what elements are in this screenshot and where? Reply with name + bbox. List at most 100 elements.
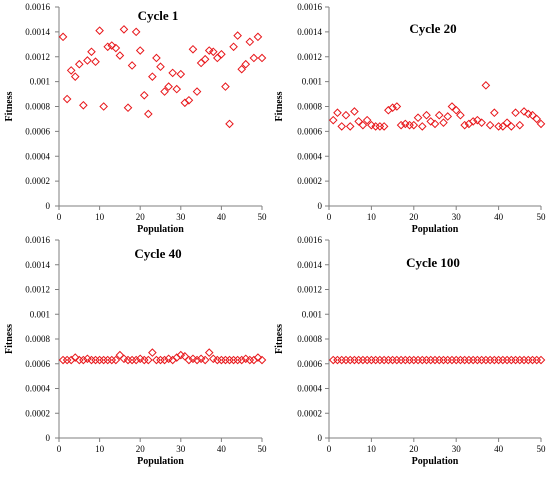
data-point [111,43,121,53]
data-point [379,122,389,131]
data-point [139,90,149,100]
data-point [237,355,247,365]
data-point [536,355,546,365]
data-point [350,107,359,116]
data-point [192,355,202,365]
data-point [528,110,537,120]
data-point [135,354,145,364]
x-tick-label: 10 [95,444,105,454]
y-tick-label: 0.0006 [297,359,322,369]
y-tick-label: 0.0016 [25,2,50,12]
x-tick-label: 30 [452,444,462,454]
data-point [111,355,121,365]
data-point [439,118,448,127]
x-tick-label: 0 [327,444,332,454]
data-point [447,102,457,111]
data-point [473,115,482,125]
data-point [74,59,84,69]
x-tick-label: 0 [327,212,332,222]
data-point [200,355,210,365]
y-tick-label: 0.001 [302,77,322,87]
data-point [164,354,173,364]
data-point [233,355,242,365]
chart-title: Cycle 20 [409,21,456,36]
data-point [79,355,88,365]
data-point [168,68,177,78]
data-point [217,49,226,59]
data-point [536,119,546,129]
data-point [468,117,478,126]
x-tick-label: 30 [176,444,186,454]
chart-title: Cycle 1 [138,8,179,23]
y-tick-label: 0.001 [30,309,50,319]
data-point [103,42,113,52]
data-point [152,355,161,365]
data-point [354,117,363,126]
y-tick-label: 0.0012 [25,285,50,295]
data-point [196,354,206,364]
x-tick-label: 50 [537,212,547,222]
data-point [196,58,206,68]
data-point [241,59,251,69]
x-tick-label: 20 [136,212,146,222]
data-point [127,61,137,70]
data-point [156,62,165,72]
data-point [345,122,355,131]
data-point [62,94,72,104]
data-point [502,118,512,127]
x-tick-label: 20 [409,444,419,454]
data-point [225,119,234,129]
data-point [115,51,125,60]
data-point [477,118,486,127]
x-tick-label: 10 [95,212,105,222]
data-point [172,84,182,94]
y-tick-label: 0.0006 [25,126,50,136]
data-point [221,82,230,91]
data-point [70,72,80,81]
y-tick-label: 0.001 [30,77,50,87]
data-point [180,352,190,361]
data-point [87,47,96,57]
y-tick-label: 0.001 [302,309,322,319]
data-point [434,110,444,120]
y-tick-label: 0.0008 [297,102,322,112]
y-tick-label: 0.0006 [25,359,50,369]
data-point [241,354,251,364]
data-point [229,355,238,365]
x-tick-label: 50 [537,444,547,454]
data-point [79,100,88,110]
data-point [188,44,198,54]
data-point [460,120,469,130]
x-tick-label: 20 [409,212,419,222]
y-tick-label: 0.0002 [297,176,322,186]
x-tick-label: 30 [176,212,186,222]
y-tick-label: 0.0002 [25,408,50,418]
data-point [144,355,153,365]
x-axis-label: Population [412,224,459,235]
data-point [208,354,218,364]
data-point [131,355,141,365]
data-point [422,110,431,120]
data-point [213,53,222,63]
data-point [451,105,461,115]
data-point [99,355,108,365]
y-tick-label: 0.0006 [297,126,322,136]
data-point [87,355,96,365]
data-point [83,354,92,364]
y-tick-label: 0.0014 [25,260,50,270]
data-point [95,26,104,35]
x-tick-label: 40 [494,212,504,222]
data-point [337,122,347,131]
y-tick-label: 0.0012 [25,52,50,62]
data-point [249,53,259,63]
data-point [148,72,157,81]
data-point [417,122,427,131]
chart-panel-4: Cycle 100 0 0.0002 0.0004 0.0006 0.0008 0.001 0… [274,235,546,467]
data-point [204,348,214,357]
y-tick-label: 0.0004 [25,384,50,394]
data-point [229,42,238,52]
data-point [392,102,402,111]
y-tick-label: 0.0008 [297,334,322,344]
data-point [91,57,100,67]
